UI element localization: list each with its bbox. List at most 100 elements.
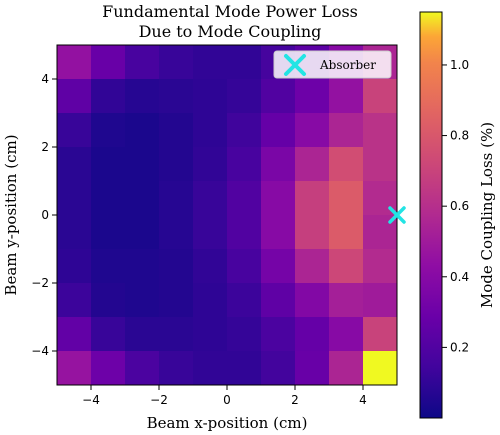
x-tick-label: 0 <box>223 393 231 407</box>
heatmap-cell <box>295 317 330 352</box>
heatmap-cell <box>57 79 92 114</box>
heatmap-cell <box>125 181 160 216</box>
heatmap-cell <box>91 79 126 114</box>
y-axis-label: Beam y-position (cm) <box>2 134 20 295</box>
heatmap-cell <box>159 215 194 250</box>
heatmap-cell <box>295 79 330 114</box>
heatmap-cell <box>125 283 160 318</box>
heatmap-cell <box>227 113 262 148</box>
heatmap-cell <box>57 45 92 80</box>
heatmap-cell <box>261 181 296 216</box>
colorbar-tick-label: 0.2 <box>450 340 469 354</box>
heatmap-cell <box>193 249 228 284</box>
heatmap-cell <box>227 215 262 250</box>
heatmap-cell <box>261 215 296 250</box>
heatmap-cell <box>227 181 262 216</box>
heatmap-cells <box>57 45 398 386</box>
heatmap-cell <box>125 351 160 386</box>
heatmap-cell <box>193 79 228 114</box>
absorber-marker <box>388 206 406 224</box>
heatmap-cell <box>125 45 160 80</box>
heatmap-cell <box>329 283 364 318</box>
heatmap-cell <box>227 147 262 182</box>
heatmap-cell <box>227 351 262 386</box>
heatmap-cell <box>193 351 228 386</box>
colorbar-label: Mode Coupling Loss (%) <box>478 122 496 308</box>
x-tick-label: 4 <box>359 393 367 407</box>
heatmap-cell <box>125 113 160 148</box>
heatmap-cell <box>91 283 126 318</box>
heatmap-cell <box>295 181 330 216</box>
heatmap-cell <box>91 113 126 148</box>
x-tick-label: −2 <box>150 393 168 407</box>
heatmap-cell <box>193 181 228 216</box>
heatmap-cell <box>125 79 160 114</box>
heatmap-cell <box>363 147 398 182</box>
heatmap-cell <box>295 351 330 386</box>
heatmap-cell <box>295 249 330 284</box>
legend: Absorber <box>273 50 392 79</box>
heatmap-cell <box>91 317 126 352</box>
heatmap-cell <box>159 147 194 182</box>
heatmap-cell <box>159 45 194 80</box>
colorbar <box>419 11 443 419</box>
heatmap-cell <box>193 147 228 182</box>
heatmap-cell <box>329 79 364 114</box>
colorbar-tick-label: 0.4 <box>450 270 469 284</box>
heatmap-cell <box>329 317 364 352</box>
heatmap-cell <box>363 113 398 148</box>
heatmap-cell <box>159 113 194 148</box>
heatmap-cell <box>193 113 228 148</box>
heatmap-cell <box>363 317 398 352</box>
heatmap-cell <box>91 351 126 386</box>
heatmap-cell <box>329 181 364 216</box>
heatmap-cell <box>91 181 126 216</box>
heatmap-cell <box>329 351 364 386</box>
heatmap-cell <box>261 147 296 182</box>
heatmap-cell <box>57 147 92 182</box>
heatmap-cell <box>261 317 296 352</box>
y-tick-label: 4 <box>41 72 49 86</box>
heatmap-cell <box>193 45 228 80</box>
x-tick-label: 2 <box>291 393 299 407</box>
heatmap-cell <box>261 79 296 114</box>
chart-title-line-2: Due to Mode Coupling <box>139 22 322 41</box>
heatmap-cell <box>261 113 296 148</box>
heatmap-cell <box>329 113 364 148</box>
heatmap-cell <box>193 283 228 318</box>
heatmap-cell <box>261 249 296 284</box>
x-tick-label: −4 <box>82 393 100 407</box>
absorber-marker-stroke <box>388 206 406 224</box>
colorbar-tick-label: 0.8 <box>450 129 469 143</box>
colorbar-tick-label: 0.6 <box>450 199 469 213</box>
heatmap-cell <box>125 317 160 352</box>
heatmap-cell <box>193 215 228 250</box>
heatmap-cell <box>91 249 126 284</box>
heatmap-cell <box>295 283 330 318</box>
heatmap-cell <box>261 283 296 318</box>
heatmap-cell <box>159 317 194 352</box>
heatmap-cell <box>57 351 92 386</box>
heatmap-cell <box>329 249 364 284</box>
heatmap-cell <box>125 249 160 284</box>
heatmap-cell <box>227 317 262 352</box>
heatmap-cell <box>91 215 126 250</box>
heatmap-cell <box>295 113 330 148</box>
heatmap-cell <box>329 147 364 182</box>
heatmap-cell <box>159 283 194 318</box>
heatmap-cell <box>159 181 194 216</box>
chart-title-line-1: Fundamental Mode Power Loss <box>102 2 358 21</box>
axis-ticks: −4 −2 0 2 4 −4 −2 0 2 4 <box>31 72 367 407</box>
heatmap-cell <box>57 215 92 250</box>
heatmap-cell <box>91 147 126 182</box>
y-tick-label: 0 <box>41 208 49 222</box>
y-tick-label: −4 <box>31 344 49 358</box>
x-axis-label: Beam x-position (cm) <box>147 414 308 432</box>
heatmap-cell <box>227 79 262 114</box>
heatmap-cell <box>363 283 398 318</box>
y-tick-label: −2 <box>31 276 49 290</box>
heatmap-cell <box>125 215 160 250</box>
heatmap-cell <box>193 317 228 352</box>
heatmap-cell <box>57 317 92 352</box>
